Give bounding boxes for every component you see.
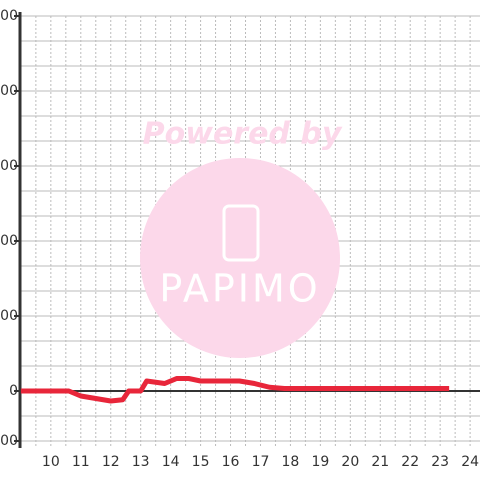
x-tick-label: 18	[282, 454, 300, 470]
x-tick-label: 19	[311, 454, 329, 470]
x-tick-label: 12	[102, 454, 120, 470]
y-tick-label: 150,000	[0, 8, 18, 24]
y-tick-label: 30,000	[0, 308, 18, 324]
y-tick-label: 90,000	[0, 158, 18, 174]
x-tick-label: 13	[132, 454, 150, 470]
watermark-text: Powered by	[143, 117, 343, 152]
x-tick-label: 17	[252, 454, 270, 470]
y-tick-label: 60,000	[0, 233, 18, 249]
x-tick-label: 22	[401, 454, 419, 470]
watermark-circle	[140, 158, 340, 358]
x-tick-label: 10	[42, 454, 60, 470]
x-tick-label: 21	[371, 454, 389, 470]
watermark-logo: PAPIMO	[159, 267, 320, 311]
y-tick-label: 120,000	[0, 83, 18, 99]
y-tick-label: -20,000	[0, 433, 18, 449]
x-tick-label: 11	[72, 454, 90, 470]
watermark: Powered by PAPIMO	[140, 117, 343, 358]
x-tick-label: 20	[341, 454, 359, 470]
x-tick-label: 15	[192, 454, 210, 470]
x-tick-label: 23	[431, 454, 449, 470]
y-tick-label: 0	[9, 383, 18, 399]
x-tick-label: 24	[461, 454, 479, 470]
line	[20, 376, 450, 404]
watermark-phone	[222, 204, 260, 262]
x-tick-label: 14	[162, 454, 180, 470]
x-tick-label: 16	[222, 454, 240, 470]
